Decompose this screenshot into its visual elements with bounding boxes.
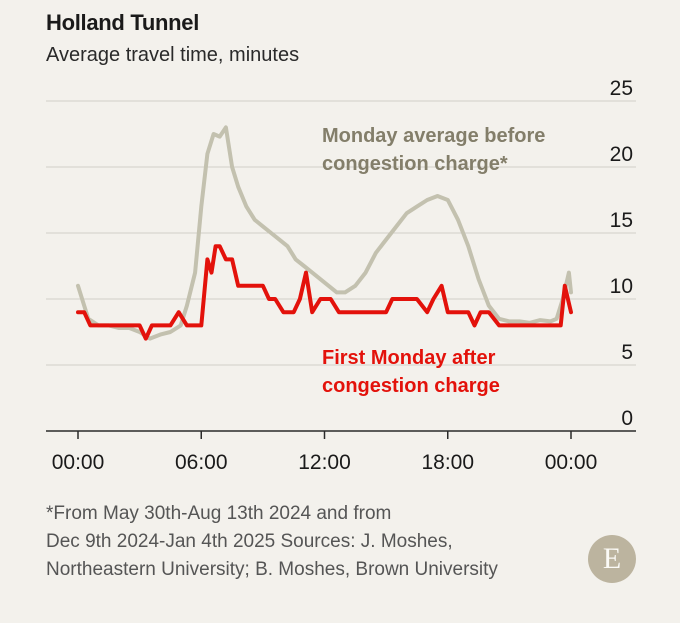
- x-tick-label-0: 00:00: [52, 451, 105, 474]
- economist-logo: E: [588, 535, 636, 583]
- annotation-after-line2: congestion charge: [322, 375, 500, 397]
- line-chart: 0 5 10 15 20 25 00:00 06:00 12:00 18:00 00:00 Mon…: [46, 77, 636, 474]
- y-tick-label-0: 0: [621, 407, 633, 430]
- x-tick-label-1: 06:00: [175, 451, 228, 474]
- annotation-after: First Monday after congestion charge: [322, 347, 501, 397]
- annotation-before: Monday average before congestion charge*: [322, 125, 551, 175]
- x-tick-label-2: 12:00: [298, 451, 351, 474]
- annotation-after-line1: First Monday after: [322, 347, 496, 369]
- x-tick-label-3: 18:00: [421, 451, 474, 474]
- footnote: *From May 30th-Aug 13th 2024 and from De…: [46, 503, 498, 580]
- y-tick-label-5: 5: [621, 341, 633, 364]
- y-tick-label-10: 10: [610, 275, 633, 298]
- annotation-before-line2: congestion charge*: [322, 153, 508, 175]
- chart-subtitle: Average travel time, minutes: [46, 44, 300, 66]
- y-tick-label-25: 25: [610, 77, 633, 100]
- chart-title: Holland Tunnel: [46, 10, 200, 35]
- series-line-after: [76, 244, 573, 341]
- y-tick-label-15: 15: [610, 209, 633, 232]
- annotation-before-line1: Monday average before: [322, 125, 545, 147]
- x-tick-label-4: 00:00: [545, 451, 598, 474]
- y-tick-label-20: 20: [610, 143, 633, 166]
- series-line-before: [76, 125, 573, 341]
